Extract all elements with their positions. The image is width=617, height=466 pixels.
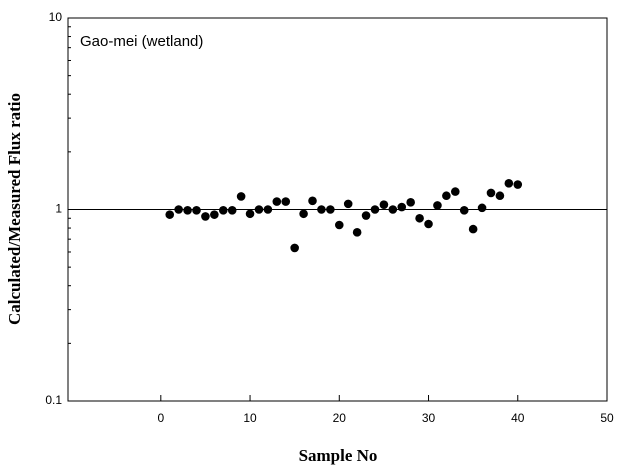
point	[227, 206, 237, 215]
point	[424, 219, 433, 229]
point	[459, 206, 469, 215]
y-tick-label: 1	[55, 202, 62, 216]
point	[254, 205, 264, 214]
point	[442, 191, 451, 201]
point	[468, 224, 478, 234]
point	[263, 205, 273, 214]
x-tick-label: 10	[243, 411, 257, 425]
x-tick-label: 0	[157, 411, 164, 425]
point	[477, 203, 487, 213]
point	[406, 198, 415, 207]
point	[343, 199, 353, 209]
point	[281, 197, 291, 206]
point	[352, 228, 362, 237]
point	[174, 205, 183, 214]
point	[299, 209, 308, 219]
point	[210, 210, 219, 219]
point	[334, 220, 344, 230]
point	[218, 206, 228, 215]
x-tick-label: 50	[600, 411, 614, 425]
point	[326, 205, 335, 214]
point	[370, 205, 380, 214]
point	[379, 200, 389, 209]
point	[486, 188, 496, 198]
x-tick-label: 40	[511, 411, 525, 425]
point	[308, 196, 317, 206]
point	[388, 205, 398, 214]
point	[397, 202, 407, 212]
point	[290, 243, 299, 253]
point	[272, 197, 282, 206]
point	[245, 209, 255, 219]
point	[433, 201, 442, 210]
annotation: Gao-mei (wetland)	[80, 33, 203, 50]
point	[183, 206, 192, 215]
y-axis-title: Calculated/Measured Flux ratio	[5, 93, 24, 325]
point	[415, 213, 424, 223]
point	[236, 192, 246, 201]
point	[317, 205, 326, 214]
y-tick-label: 10	[49, 10, 63, 24]
point	[450, 187, 460, 196]
x-tick-label: 20	[333, 411, 347, 425]
x-axis-title: Sample No	[299, 446, 378, 465]
point	[165, 210, 175, 219]
point	[513, 180, 523, 189]
point	[495, 191, 505, 201]
x-tick-label: 30	[422, 411, 436, 425]
point	[192, 206, 201, 215]
y-tick-label: 0.1	[45, 393, 62, 407]
point	[504, 179, 514, 188]
point	[201, 212, 210, 221]
point	[361, 211, 371, 220]
